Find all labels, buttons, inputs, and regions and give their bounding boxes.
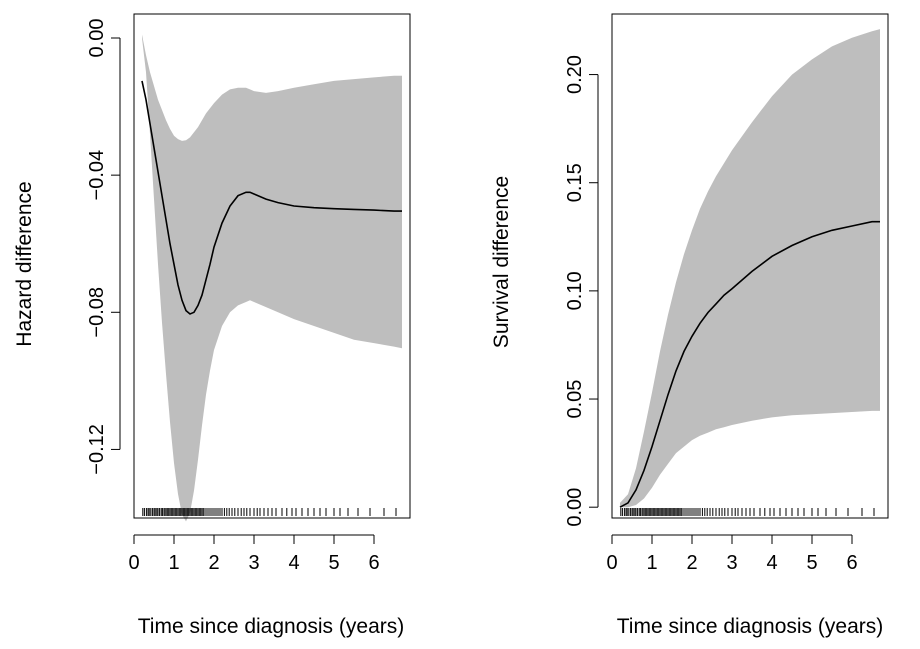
y-tick-label: 0.20 <box>564 55 586 94</box>
y-axis-label: Hazard difference <box>13 181 36 346</box>
y-tick-label: −0.12 <box>86 424 108 475</box>
x-tick-label: 5 <box>806 552 817 574</box>
confidence-band <box>620 29 880 508</box>
y-tick-label: −0.08 <box>86 287 108 338</box>
x-tick-label: 5 <box>328 552 339 574</box>
y-tick-label: 0.00 <box>564 488 586 527</box>
x-tick-label: 6 <box>846 552 857 574</box>
hazard-difference-panel: Time since diagnosis (years) Hazard diff… <box>13 13 411 638</box>
confidence-band <box>142 34 402 522</box>
plot-frame <box>133 13 411 519</box>
x-tick-label: 2 <box>686 552 697 574</box>
x-tick-label: 4 <box>288 552 299 574</box>
estimate-line <box>141 80 402 315</box>
x-axis-label: Time since diagnosis (years) <box>138 615 404 638</box>
x-tick-label: 0 <box>606 552 617 574</box>
x-tick-label: 6 <box>368 552 379 574</box>
x-tick-label: 3 <box>248 552 259 574</box>
x-tick-label: 1 <box>646 552 657 574</box>
y-tick-label: −0.04 <box>86 150 108 201</box>
plot-frame <box>611 13 889 519</box>
x-tick-label: 3 <box>726 552 737 574</box>
y-tick-label: 0.15 <box>564 163 586 202</box>
y-tick-label: 0.05 <box>564 380 586 419</box>
y-tick-label: 0.00 <box>86 19 108 58</box>
y-tick-label: 0.10 <box>564 271 586 310</box>
x-tick-label: 1 <box>168 552 179 574</box>
x-axis-label: Time since diagnosis (years) <box>617 615 883 638</box>
estimate-line <box>619 220 880 508</box>
survival-difference-panel: Time since diagnosis (years) Survival di… <box>490 13 889 638</box>
x-tick-label: 2 <box>208 552 219 574</box>
y-axis-label: Survival difference <box>490 176 513 348</box>
x-tick-label: 0 <box>128 552 139 574</box>
x-tick-label: 4 <box>766 552 777 574</box>
